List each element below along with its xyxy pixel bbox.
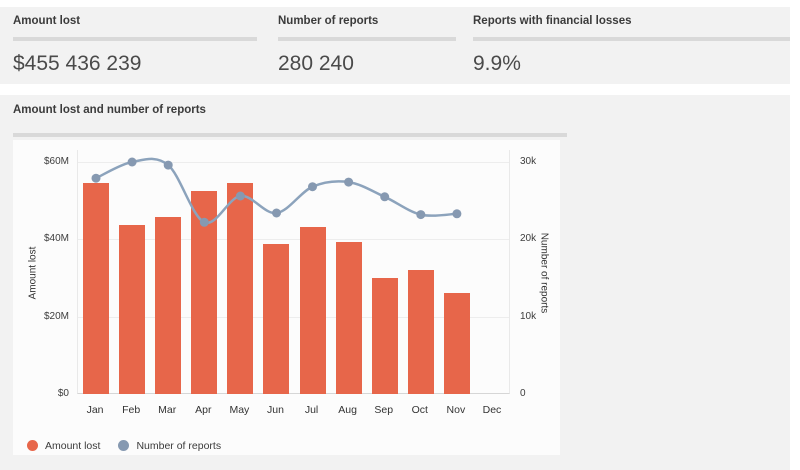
legend-item-number-of-reports[interactable]: Number of reports xyxy=(118,440,221,452)
right-axis-title: Number of reports xyxy=(538,232,550,314)
x-axis-label-sep: Sep xyxy=(374,404,394,416)
point-apr[interactable] xyxy=(199,217,209,227)
number-of-reports-legend-dot-icon xyxy=(118,440,130,451)
stat-label: Amount lost xyxy=(13,15,81,27)
x-axis-label-may: May xyxy=(229,404,250,416)
x-axis-label-nov: Nov xyxy=(446,404,466,416)
x-axis-label-mar: Mar xyxy=(158,404,177,416)
x-axis-label-dec: Dec xyxy=(482,404,502,416)
bar-may[interactable] xyxy=(227,182,254,394)
bar-jul[interactable] xyxy=(299,227,326,394)
stat-divider xyxy=(278,37,456,41)
point-nov[interactable] xyxy=(452,209,462,219)
x-axis-label-aug: Aug xyxy=(338,404,357,416)
left-axis-tick: $40M xyxy=(43,233,69,245)
x-axis-label-jul: Jul xyxy=(304,404,319,416)
x-axis-label-jan: Jan xyxy=(86,404,104,416)
combo-chart: $0 0 $20M 10k $40M 20k $60M 30k Jan Feb Mar Apr May… xyxy=(13,140,560,455)
point-mar[interactable] xyxy=(163,160,173,170)
stat-divider xyxy=(13,37,257,41)
bar-sep[interactable] xyxy=(371,277,398,394)
chart-legend: Amount lost Number of reports xyxy=(27,439,239,452)
left-axis-tick: $0 xyxy=(57,388,69,399)
right-axis-tick: 10k xyxy=(520,310,537,322)
right-axis-tick: 30k xyxy=(520,156,537,167)
point-may[interactable] xyxy=(235,191,245,201)
reports-line-series xyxy=(91,157,462,227)
bar-aug[interactable] xyxy=(335,241,362,394)
legend-label: Amount lost xyxy=(45,439,101,452)
bar-jan[interactable] xyxy=(83,183,110,394)
legend-label: Number of reports xyxy=(136,439,222,452)
stat-value-amount-lost: $455 436 239 xyxy=(13,52,142,75)
point-jan[interactable] xyxy=(91,173,101,183)
x-axis-label-oct: Oct xyxy=(411,404,428,416)
chart-section-title: Amount lost and number of reports xyxy=(13,104,206,116)
point-feb[interactable] xyxy=(127,157,137,167)
stat-divider xyxy=(473,37,790,41)
legend-item-amount-lost[interactable]: Amount lost xyxy=(27,440,100,452)
x-axis-label-jun: Jun xyxy=(266,404,284,416)
chart-panel: Amount lost and number of reports $0 0 $20… xyxy=(0,95,790,470)
stat-value-number-of-reports: 280 240 xyxy=(278,52,354,75)
left-axis-tick: $60M xyxy=(43,156,69,167)
point-oct[interactable] xyxy=(416,210,426,220)
x-axis-label-apr: Apr xyxy=(195,404,212,416)
point-aug[interactable] xyxy=(344,177,354,187)
point-sep[interactable] xyxy=(380,192,390,202)
stat-card-number-of-reports: Number of reports 280 240 xyxy=(278,7,456,84)
stat-card-amount-lost: Amount lost $455 436 239 xyxy=(13,7,257,84)
bar-oct[interactable] xyxy=(407,269,434,394)
point-jul[interactable] xyxy=(308,182,317,192)
right-axis-tick: 20k xyxy=(520,233,537,245)
bar-feb[interactable] xyxy=(119,225,146,394)
amount-lost-legend-dot-icon xyxy=(27,440,38,451)
kpi-stats-panel: Amount lost $455 436 239 Number of repor… xyxy=(0,7,790,84)
stat-card-financial-losses: Reports with financial losses 9.9% xyxy=(473,7,790,84)
chart-title-divider xyxy=(13,133,567,137)
left-axis-tick: $20M xyxy=(43,310,69,322)
left-axis-title: Amount lost xyxy=(27,246,39,300)
bar-jun[interactable] xyxy=(263,244,290,394)
x-axis-label-feb: Feb xyxy=(122,404,141,416)
gridline xyxy=(78,239,509,241)
bar-nov[interactable] xyxy=(443,293,470,394)
point-jun[interactable] xyxy=(272,208,281,218)
stat-label: Reports with financial losses xyxy=(473,15,632,27)
stat-value-financial-losses: 9.9% xyxy=(473,52,521,75)
gridline xyxy=(78,316,509,318)
right-axis-tick: 0 xyxy=(520,388,526,399)
gridline xyxy=(78,162,509,163)
chart-plot-area xyxy=(77,150,510,394)
stat-label: Number of reports xyxy=(278,15,379,27)
bar-mar[interactable] xyxy=(155,216,182,394)
